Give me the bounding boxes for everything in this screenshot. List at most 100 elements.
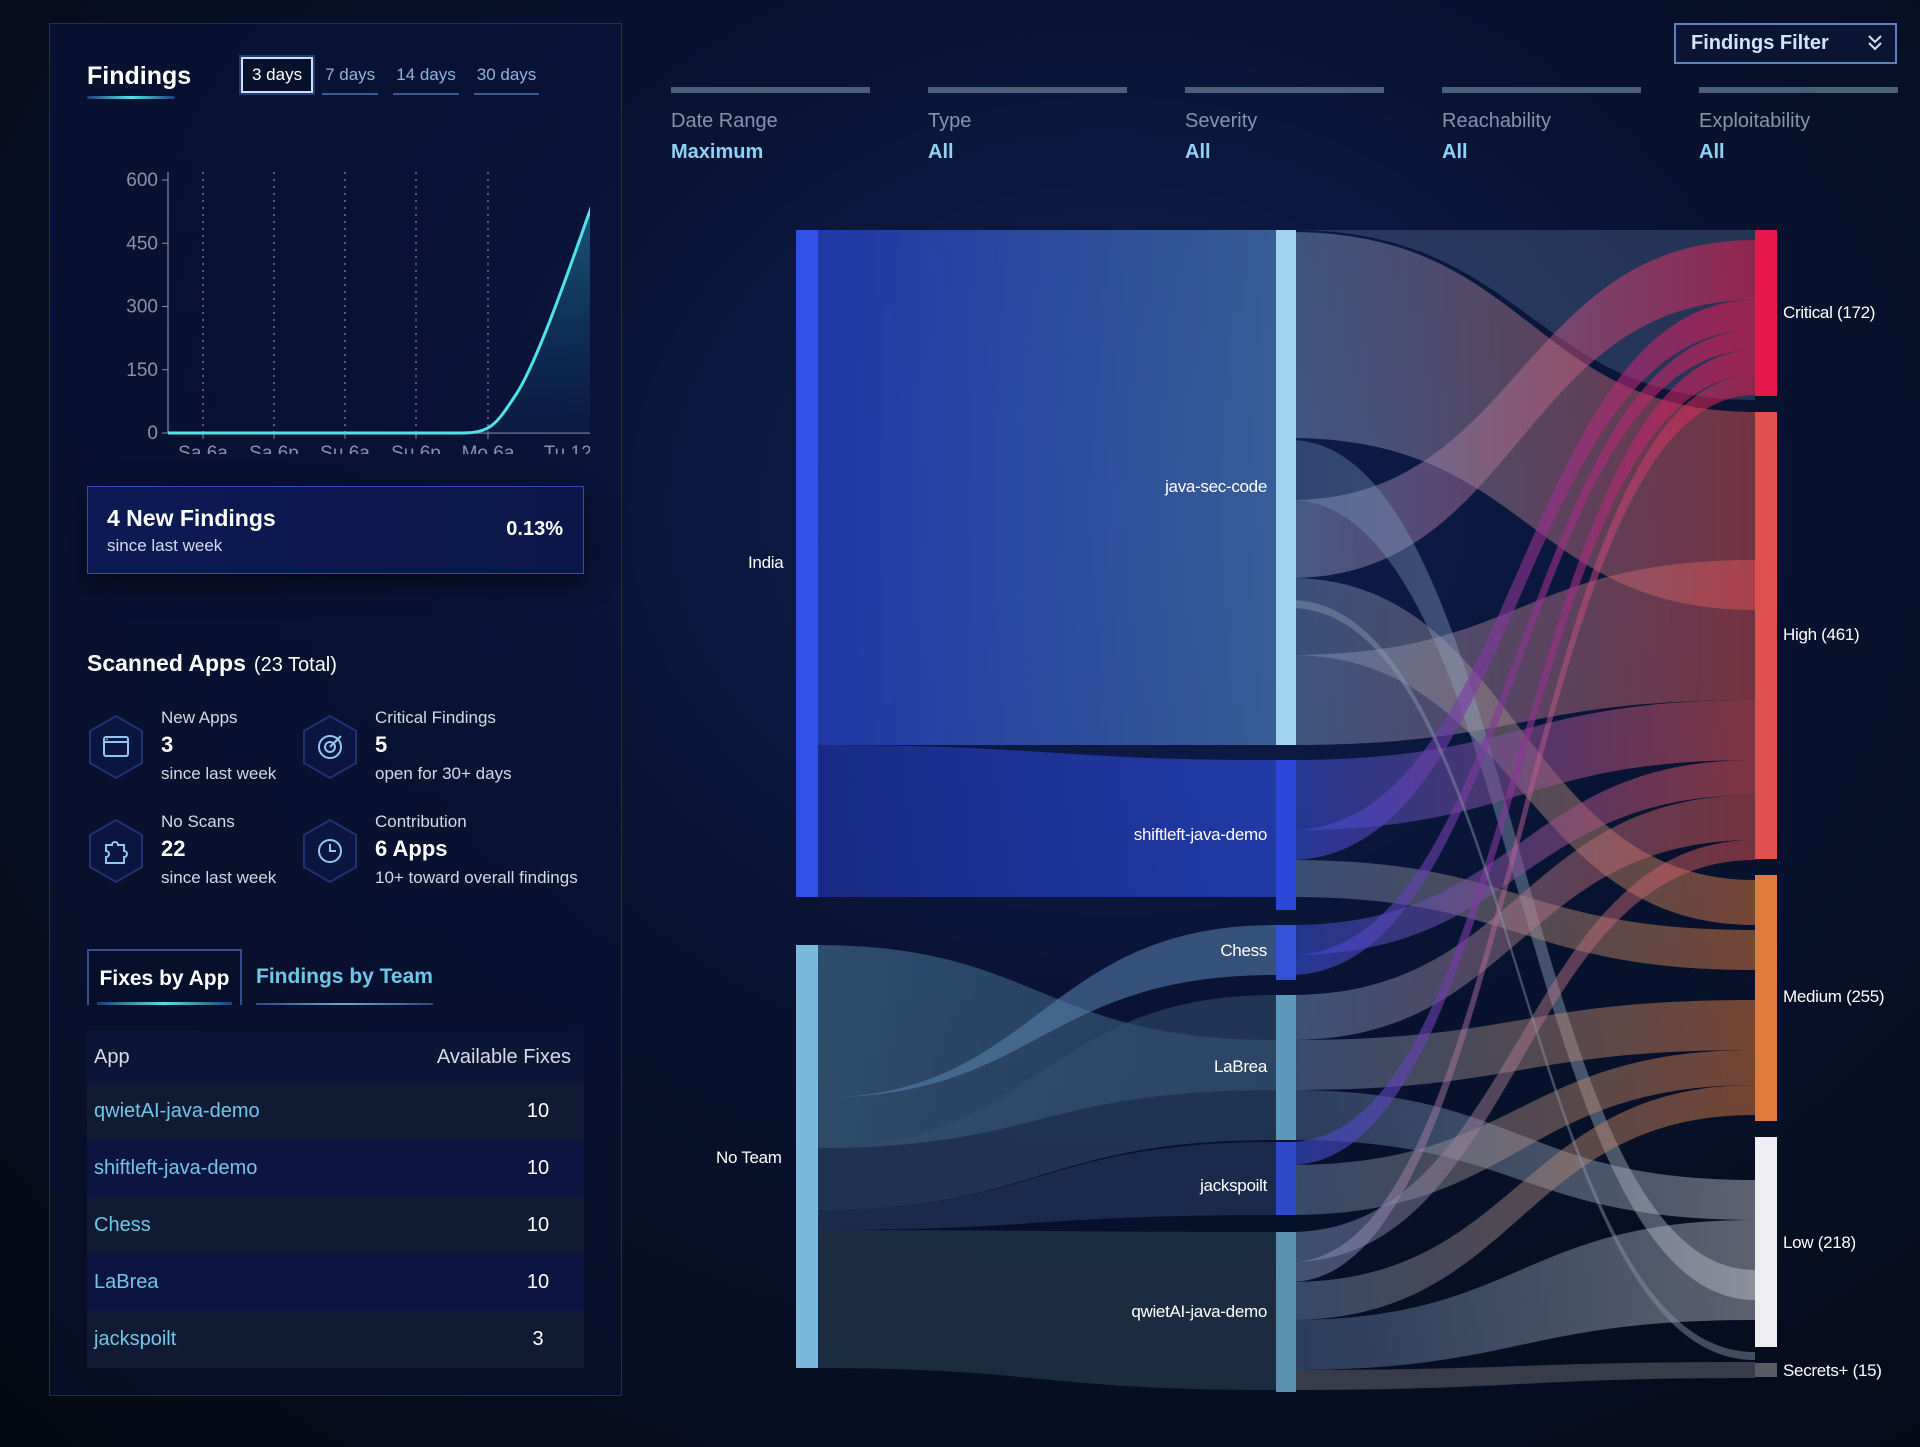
findings-filter-button[interactable]: Findings Filter xyxy=(1674,23,1897,64)
flow-jsc-high-a xyxy=(1290,232,1755,610)
flow-noteam-labrea xyxy=(815,995,1276,1210)
filter-bar xyxy=(928,87,1127,93)
app-link[interactable]: jackspoilt xyxy=(87,1311,413,1368)
target-icon xyxy=(301,714,359,780)
filter-label: Reachability xyxy=(1442,110,1551,132)
findings-chart: 0 150 300 450 600 Sa 6a Sa 6p Su 6a Su 6p Mo 6a Tu… xyxy=(126,170,590,454)
findings-area xyxy=(168,210,590,433)
new-findings-title: 4 New Findings xyxy=(107,505,276,531)
flow-jack-crit xyxy=(1290,350,1755,1165)
flow-labrea-low xyxy=(1290,1090,1755,1220)
stat-label: Contribution xyxy=(375,812,467,831)
node-label-medium[interactable]: Medium (255) xyxy=(1783,987,1885,1006)
table-row[interactable]: jackspoilt 3 xyxy=(87,1311,584,1368)
range-tab-14-days[interactable]: 14 days xyxy=(387,57,465,95)
y-tick-label: 600 xyxy=(126,170,158,191)
flow-noteam-jackspoilt xyxy=(815,1142,1276,1230)
node-label-india[interactable]: India xyxy=(748,553,784,572)
filter-bar xyxy=(1442,87,1641,93)
filter-bar xyxy=(1185,87,1384,93)
scanned-apps-heading: Scanned Apps (23 Total) xyxy=(87,650,337,677)
node-secrets xyxy=(1755,1363,1777,1377)
filter-value[interactable]: Maximum xyxy=(671,141,764,163)
node-no-team xyxy=(796,945,818,1368)
app-link[interactable]: qwietAI-java-demo xyxy=(87,1083,413,1140)
findings-title: Findings xyxy=(87,62,192,90)
filter-bar xyxy=(1699,87,1898,93)
filter-value[interactable]: All xyxy=(928,141,954,163)
table-row[interactable]: Chess 10 xyxy=(87,1197,584,1254)
flow-chess-crit xyxy=(1290,330,1755,975)
fixes-count: 3 xyxy=(413,1311,584,1368)
y-tick-label: 0 xyxy=(147,423,158,444)
stat-sub: 10+ toward overall findings xyxy=(375,868,578,887)
range-tab-7-days[interactable]: 7 days xyxy=(316,57,384,95)
range-tab-label: 7 days xyxy=(325,65,376,84)
node-label-jackspoilt[interactable]: jackspoilt xyxy=(1200,1176,1267,1195)
node-label-qwietai-java-demo[interactable]: qwietAI-java-demo xyxy=(1131,1302,1267,1321)
node-jackspoilt xyxy=(1276,1142,1296,1215)
tab-label: Findings by Team xyxy=(256,965,433,988)
tab-underline xyxy=(256,1003,433,1005)
filter-value[interactable]: All xyxy=(1699,141,1725,163)
node-shiftleft-java-demo xyxy=(1276,760,1296,910)
fixes-count: 10 xyxy=(413,1197,584,1254)
node-label-secrets[interactable]: Secrets+ (15) xyxy=(1783,1361,1882,1380)
tab-fixes-by-app[interactable]: Fixes by App xyxy=(87,949,242,1005)
flow-noteam-chess xyxy=(815,945,1276,1148)
fixes-tabs: Fixes by App Findings by Team xyxy=(87,949,584,1005)
column-header-app[interactable]: App xyxy=(87,1031,413,1083)
stat-value: 6 Apps xyxy=(375,836,448,861)
column-header-available-fixes[interactable]: Available Fixes xyxy=(413,1031,584,1083)
flow-qwiet-crit xyxy=(1290,375,1755,1282)
tab-underline xyxy=(97,1002,232,1005)
node-label-java-sec-code[interactable]: java-sec-code xyxy=(1165,477,1267,496)
table-row[interactable]: qwietAI-java-demo 10 xyxy=(87,1083,584,1140)
scanned-apps-title: Scanned Apps xyxy=(87,650,246,676)
table-row[interactable]: LaBrea 10 xyxy=(87,1254,584,1311)
flow-qwiet-high xyxy=(1290,840,1755,1262)
node-label-no-team[interactable]: No Team xyxy=(716,1148,782,1167)
node-label-labrea[interactable]: LaBrea xyxy=(1213,1057,1267,1076)
range-tab-30-days[interactable]: 30 days xyxy=(468,57,546,95)
findings-line xyxy=(168,206,590,435)
table-header-row: App Available Fixes xyxy=(87,1031,584,1083)
app-link[interactable]: Chess xyxy=(87,1197,413,1254)
new-findings-card[interactable]: 4 New Findings since last week 0.13% xyxy=(87,486,584,574)
x-tick-label: Sa 6a xyxy=(178,443,228,454)
findings-panel: Findings 3 days 7 days 14 days 30 days 0… xyxy=(49,23,622,1396)
filter-label: Type xyxy=(928,110,972,132)
flow-india-shiftleft xyxy=(815,745,1276,897)
filter-bar xyxy=(671,87,870,93)
tab-underline xyxy=(322,93,379,95)
x-tick-label: Su 6p xyxy=(391,443,441,454)
node-label-high[interactable]: High (461) xyxy=(1783,625,1860,644)
scanned-apps-total: (23 Total) xyxy=(253,654,337,676)
x-tick-label: Sa 6p xyxy=(249,443,299,454)
node-label-shiftleft-java-demo[interactable]: shiftleft-java-demo xyxy=(1133,825,1268,844)
table-row[interactable]: shiftleft-java-demo 10 xyxy=(87,1140,584,1197)
tab-findings-by-team[interactable]: Findings by Team xyxy=(256,949,433,1005)
filter-value[interactable]: All xyxy=(1185,141,1211,163)
range-tab-3-days[interactable]: 3 days xyxy=(238,55,316,95)
app-link[interactable]: shiftleft-java-demo xyxy=(87,1140,413,1197)
stat-value: 3 xyxy=(161,732,174,757)
stat-sub: since last week xyxy=(161,764,277,783)
tab-underline xyxy=(473,93,540,95)
stat-sub: open for 30+ days xyxy=(375,764,512,783)
filter-value[interactable]: All xyxy=(1442,141,1468,163)
node-label-low[interactable]: Low (218) xyxy=(1783,1233,1856,1252)
node-label-chess[interactable]: Chess xyxy=(1220,941,1267,960)
y-tick-label: 150 xyxy=(126,360,158,381)
stat-label: New Apps xyxy=(161,708,238,727)
clock-icon xyxy=(301,818,359,884)
app-link[interactable]: LaBrea xyxy=(87,1254,413,1311)
new-findings-percent: 0.13% xyxy=(506,518,563,540)
range-tabs: 3 days 7 days 14 days 30 days xyxy=(238,55,548,95)
node-java-sec-code xyxy=(1276,230,1296,745)
node-label-critical[interactable]: Critical (172) xyxy=(1783,303,1876,322)
range-tab-label: 30 days xyxy=(476,65,537,84)
stat-label: No Scans xyxy=(161,812,235,831)
flow-qwiet-med xyxy=(1290,1085,1755,1320)
